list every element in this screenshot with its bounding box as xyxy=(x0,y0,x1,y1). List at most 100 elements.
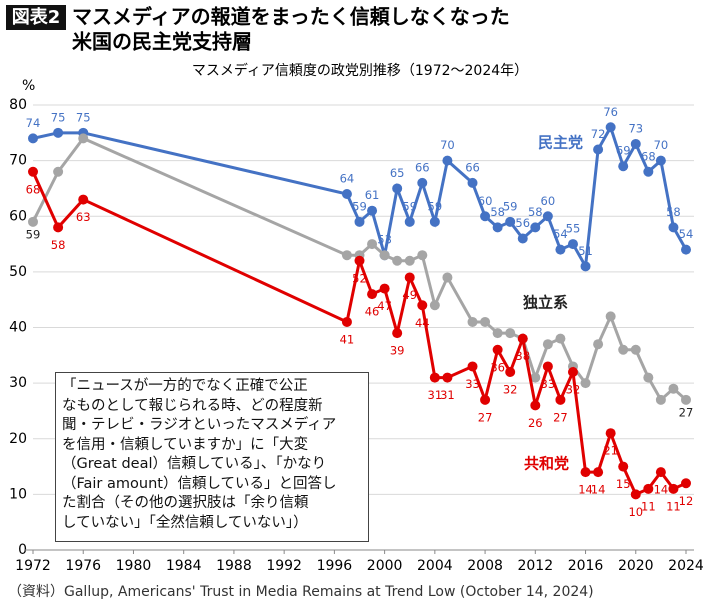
point xyxy=(505,367,516,377)
point xyxy=(492,328,503,339)
point xyxy=(28,133,38,144)
data-label: 14 xyxy=(578,483,593,497)
point xyxy=(530,372,541,383)
data-label: 56 xyxy=(515,216,530,230)
point xyxy=(78,194,89,205)
point xyxy=(593,467,604,478)
y-tick-label: 70 xyxy=(9,153,27,169)
point xyxy=(442,272,453,283)
point xyxy=(605,122,616,133)
point xyxy=(668,483,679,494)
data-label: 27 xyxy=(553,410,568,424)
point xyxy=(492,222,503,233)
note-line: 「ニュースが一方的でなく正確で公正 xyxy=(62,378,308,394)
data-label: 74 xyxy=(26,116,41,130)
data-label: 33 xyxy=(465,377,480,391)
y-tick-label: 10 xyxy=(9,486,27,502)
point xyxy=(379,283,390,294)
point xyxy=(681,244,691,255)
data-label: 66 xyxy=(415,160,430,174)
title: 米国の民主党支持層 xyxy=(72,30,252,54)
data-label: 27 xyxy=(478,410,493,424)
point xyxy=(530,400,541,411)
x-tick-label: 1984 xyxy=(166,558,202,574)
point xyxy=(655,467,666,478)
series-line xyxy=(31,171,687,497)
data-label: 36 xyxy=(490,360,505,374)
data-label: 66 xyxy=(465,160,480,174)
point xyxy=(354,255,365,266)
point xyxy=(429,372,440,383)
y-tick-label: 50 xyxy=(9,264,27,280)
point xyxy=(580,467,591,478)
y-tick-label: 40 xyxy=(9,320,27,336)
point xyxy=(341,250,352,261)
point xyxy=(618,344,629,355)
point xyxy=(630,138,641,149)
point xyxy=(492,344,503,355)
point xyxy=(28,166,38,177)
data-label: 69 xyxy=(616,144,631,158)
data-label: 58 xyxy=(490,205,505,219)
data-label: 60 xyxy=(541,194,556,208)
point xyxy=(580,261,591,272)
data-label: 54 xyxy=(679,227,694,241)
point xyxy=(681,394,691,405)
data-label: 65 xyxy=(390,166,405,180)
point xyxy=(630,489,641,500)
note-line: 聞・テレビ・ラジオといったマスメディア xyxy=(62,417,337,433)
point xyxy=(530,222,541,233)
note-line: なものとして報じられる時、どの程度新 xyxy=(62,397,323,414)
point xyxy=(567,367,578,377)
data-label: 58 xyxy=(51,238,66,252)
x-tick-label: 1996 xyxy=(317,558,353,574)
point xyxy=(655,155,666,166)
data-label: 55 xyxy=(566,222,581,236)
point xyxy=(404,255,415,266)
data-label: 31 xyxy=(440,388,455,402)
point xyxy=(442,155,453,166)
y-tick-label: 60 xyxy=(9,208,27,224)
data-label: 70 xyxy=(440,138,455,152)
note-line: （Fair amount）信頼している」と回答し xyxy=(62,475,337,492)
point xyxy=(542,361,553,372)
point xyxy=(417,250,428,261)
data-label: 70 xyxy=(654,138,669,152)
point xyxy=(542,211,553,222)
x-tick-label: 2016 xyxy=(568,558,604,574)
point xyxy=(681,478,691,489)
point xyxy=(555,244,566,255)
point xyxy=(480,316,491,327)
data-label: 59 xyxy=(402,199,417,213)
badge: 図表2 xyxy=(12,6,61,28)
note-line: を信用・信頼していますか」に「大変 xyxy=(62,436,309,453)
x-tick-label: 2004 xyxy=(417,558,453,574)
point xyxy=(618,161,629,172)
data-label: 15 xyxy=(616,477,631,491)
x-tick-label: 1972 xyxy=(15,558,51,574)
series-label: 共和党 xyxy=(524,455,569,473)
point xyxy=(480,211,491,222)
x-tick-label: 2008 xyxy=(467,558,503,574)
point xyxy=(517,233,528,244)
data-label: 59 xyxy=(428,199,443,213)
series-label: 民主党 xyxy=(538,134,583,152)
note: 「ニュースが一方的でなく正確で公正 なものとして報じられる時、どの程度新 聞・テレビ… xyxy=(55,372,369,542)
data-label: 44 xyxy=(415,316,430,330)
data-label: 52 xyxy=(352,271,367,285)
point xyxy=(354,216,365,227)
point xyxy=(367,289,378,300)
point xyxy=(367,239,378,250)
source: （資料）Gallup, Americans' Trust in Media Re… xyxy=(8,584,594,600)
data-label: 76 xyxy=(603,105,618,119)
data-label: 59 xyxy=(352,199,367,213)
data-label: 33 xyxy=(541,377,556,391)
data-label: 26 xyxy=(528,416,543,430)
x-tick-label: 1976 xyxy=(65,558,101,574)
data-label: 53 xyxy=(377,233,392,247)
point xyxy=(593,144,604,155)
data-label: 60 xyxy=(478,194,493,208)
point xyxy=(555,394,566,405)
data-label: 72 xyxy=(591,127,606,141)
point xyxy=(78,133,89,144)
